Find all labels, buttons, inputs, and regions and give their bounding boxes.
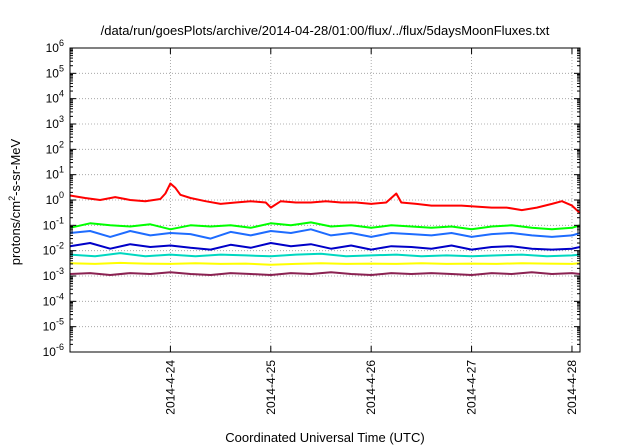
series-line-4 — [69, 242, 581, 251]
series-line-5 — [69, 252, 581, 258]
x-tick-label: 2014-4-27 — [465, 360, 479, 415]
y-tick-label: 106 — [46, 38, 64, 55]
y-tick-label: 10-1 — [43, 215, 64, 232]
x-tick-label: 2014-4-24 — [163, 360, 177, 415]
series-group — [69, 182, 581, 276]
x-tick-label: 2014-4-25 — [264, 360, 278, 415]
series-line-3 — [69, 228, 581, 240]
y-tick-label: 10-2 — [43, 241, 64, 258]
chart-title: /data/run/goesPlots/archive/2014-04-28/0… — [101, 23, 550, 38]
y-tick-label: 103 — [46, 114, 64, 131]
y-tick-label: 10-6 — [43, 342, 64, 359]
series-line-7 — [69, 271, 581, 276]
x-tick-label: 2014-4-26 — [364, 360, 378, 415]
x-tick-labels: 2014-4-24 2014-4-25 2014-4-26 2014-4-27 2014… — [163, 360, 579, 415]
y-tick-label: 100 — [46, 190, 64, 207]
series-line-1 — [69, 182, 581, 214]
y-tick-label: 105 — [46, 63, 64, 80]
x-tick-label: 2014-4-28 — [565, 360, 579, 415]
x-axis-label: Coordinated Universal Time (UTC) — [225, 430, 424, 445]
series-line-6 — [69, 261, 581, 266]
y-tick-label: 10-5 — [43, 317, 64, 334]
y-axis-label: protons/cm2-s-sr-MeV — [7, 138, 23, 265]
y-tick-label: 104 — [46, 89, 64, 106]
grid — [70, 48, 580, 352]
series-line-2 — [69, 221, 581, 231]
y-tick-label: 10-3 — [43, 266, 64, 283]
axis-ticks — [70, 47, 580, 353]
y-tick-label: 102 — [46, 139, 64, 156]
y-tick-label: 101 — [46, 165, 64, 182]
y-tick-labels: 10-6 10-5 10-4 10-3 10-2 10-1 100 101 102 103 104 1… — [43, 38, 64, 359]
y-tick-label: 10-4 — [43, 291, 64, 308]
